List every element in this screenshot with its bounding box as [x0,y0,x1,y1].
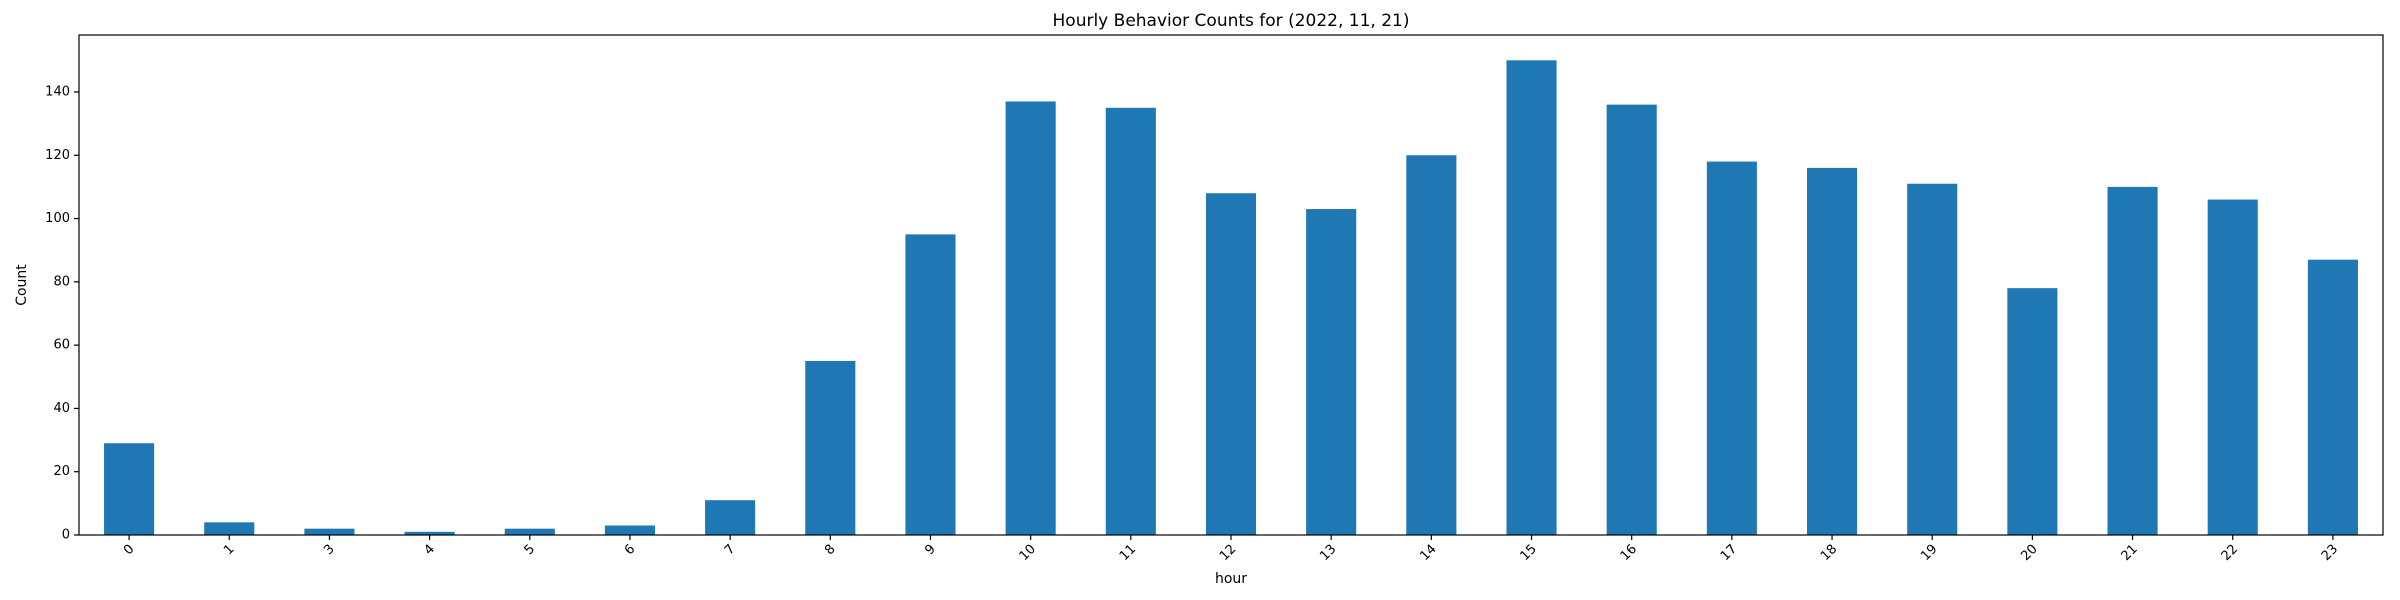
bar-hour-16 [1606,104,1657,536]
bar-hour-1 [204,522,255,535]
x-tick-label-4: 4 [421,542,437,558]
bar-hour-15 [1506,60,1557,535]
x-tick-label-20: 20 [2018,542,2040,564]
x-tick-label-18: 18 [1818,542,1840,564]
bar-hour-9 [905,234,956,535]
bar-hour-11 [1105,107,1156,535]
bar-hour-19 [1907,183,1958,535]
bar-hour-4 [404,531,455,535]
x-tick-label-15: 15 [1518,542,1540,564]
x-tick-label-9: 9 [922,542,938,558]
x-axis-label: hour [1215,571,1247,587]
bar-hour-0 [104,443,155,535]
y-tick-label-100: 100 [45,211,70,226]
bar-hour-22 [2207,199,2258,536]
x-tick-label-0: 0 [121,542,137,558]
y-tick-label-40: 40 [53,401,70,416]
bar-hour-8 [805,360,856,535]
bar-hour-10 [1005,101,1056,536]
x-tick-label-19: 19 [1918,542,1940,564]
bar-hour-3 [304,528,355,535]
y-tick-label-140: 140 [45,84,70,99]
bar-hour-5 [504,528,555,535]
bar-hour-21 [2107,186,2158,535]
x-tick-label-22: 22 [2219,542,2241,564]
x-axis-ticks: 0 1 3 4 5 6 7 8 9 10 11 12 13 14 15 16 17 18 19 20 21 22 23 [121,535,2341,564]
x-tick-label-8: 8 [822,542,838,558]
y-tick-label-80: 80 [53,274,70,289]
x-tick-label-6: 6 [622,542,638,558]
y-tick-label-60: 60 [53,338,70,353]
x-tick-label-16: 16 [1618,542,1640,564]
chart-title: Hourly Behavior Counts for (2022, 11, 21… [1053,11,1410,31]
y-axis-label: Count [14,264,30,306]
x-tick-label-14: 14 [1417,542,1439,564]
bar-hour-23 [2307,259,2358,535]
x-tick-label-17: 17 [1718,542,1740,564]
bar-hour-6 [604,525,655,535]
x-tick-label-23: 23 [2319,542,2341,564]
bar-hour-20 [2007,288,2058,535]
bar-hour-7 [705,500,756,535]
x-tick-label-5: 5 [522,542,538,558]
y-axis-ticks: 0 20 40 60 80 100 120 140 [45,84,79,543]
x-tick-label-7: 7 [722,542,738,558]
x-tick-label-13: 13 [1317,542,1339,564]
x-tick-label-10: 10 [1017,542,1039,564]
bar-hour-14 [1406,155,1457,535]
x-tick-label-1: 1 [221,542,237,558]
x-tick-label-11: 11 [1117,542,1139,564]
bar-hour-17 [1706,161,1757,535]
y-tick-label-20: 20 [53,464,70,479]
plot-frame [78,34,2384,536]
y-tick-label-120: 120 [45,148,70,163]
x-tick-label-3: 3 [321,542,337,558]
x-tick-label-21: 21 [2119,542,2141,564]
bar-hour-13 [1306,209,1357,535]
x-tick-label-12: 12 [1217,542,1239,564]
bars-group [104,60,2358,536]
y-tick-label-0: 0 [62,528,70,543]
bar-hour-18 [1807,167,1858,536]
bar-hour-12 [1205,193,1257,535]
